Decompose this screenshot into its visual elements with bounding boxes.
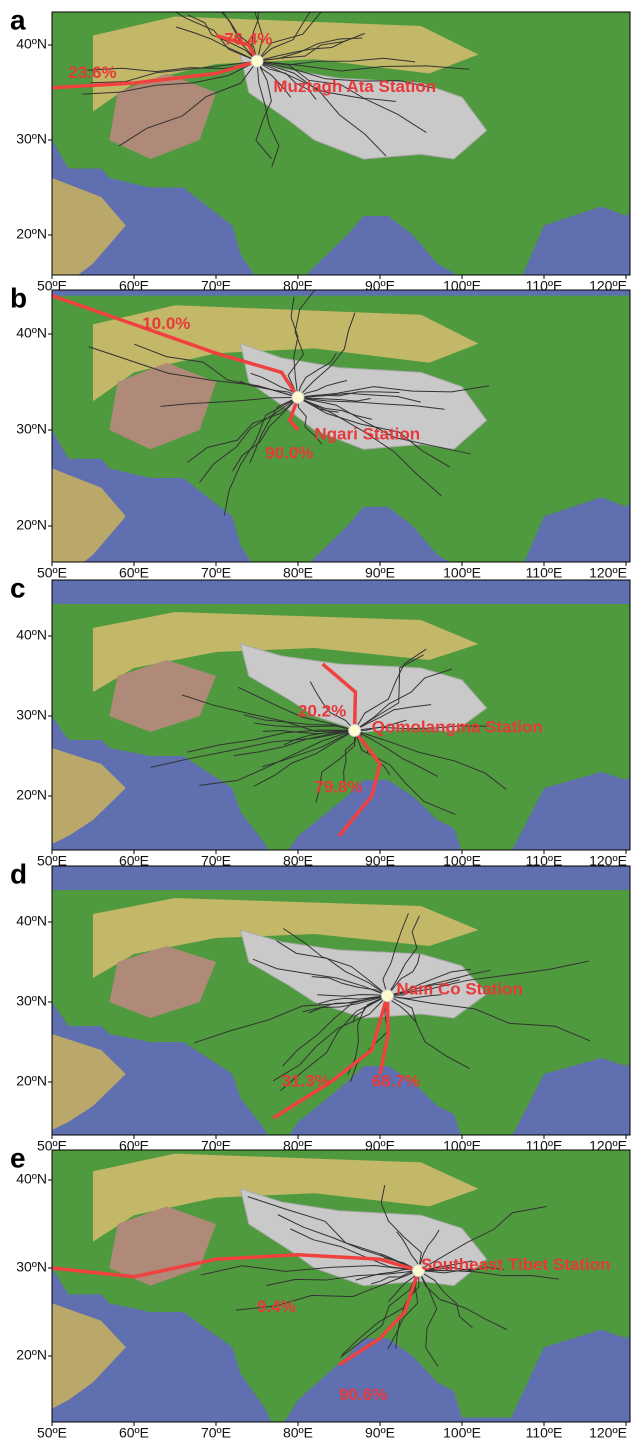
- station-label: Ngari Station: [314, 424, 420, 443]
- percentage: 31.3%: [282, 1071, 330, 1090]
- terrain: [52, 866, 636, 1146]
- y-tick-label: 40ºN: [16, 36, 47, 52]
- map-panel: c Qomolangma Station 20.2% 79.8% 40ºN 30ºN 20º…: [10, 572, 636, 868]
- x-tick-label: 60ºE: [119, 565, 149, 581]
- x-tick-label: 60ºE: [119, 1425, 149, 1441]
- percentage: 90.6%: [339, 1385, 387, 1404]
- x-tick-label: 50ºE: [37, 1425, 67, 1441]
- y-tick-label: 30ºN: [16, 993, 47, 1009]
- station-label: Southeast Tibet Station: [421, 1255, 611, 1274]
- percentage: 20.2%: [298, 701, 346, 720]
- terrain: [52, 289, 636, 603]
- percentage: 79.8%: [314, 777, 362, 796]
- station: [349, 724, 361, 736]
- y-tick-label: 20ºN: [16, 1347, 47, 1363]
- station-label: Qomolangma Station: [372, 717, 543, 736]
- y-tick-label: 40ºN: [16, 325, 47, 341]
- station: [381, 990, 393, 1002]
- panel-letter: a: [10, 4, 26, 35]
- x-tick-label: 80ºE: [283, 1425, 313, 1441]
- y-tick-label: 40ºN: [16, 1171, 47, 1187]
- map-panel: b Ngari Station 10.0% 90.0% 40ºN 30ºN 20ºN 50ºE…: [10, 282, 636, 602]
- y-tick-label: 20ºN: [16, 1073, 47, 1089]
- panel-letter: c: [10, 572, 26, 603]
- percentage: 90.0%: [265, 443, 313, 462]
- y-tick-label: 30ºN: [16, 421, 47, 437]
- station: [251, 55, 263, 67]
- x-tick-label: 70ºE: [201, 565, 231, 581]
- x-tick-label: 50ºE: [37, 565, 67, 581]
- y-tick-label: 20ºN: [16, 226, 47, 242]
- x-tick-label: 90ºE: [365, 565, 395, 581]
- panel-letter: e: [10, 1142, 26, 1173]
- y-tick-label: 40ºN: [16, 913, 47, 929]
- y-tick-label: 30ºN: [16, 131, 47, 147]
- map-panel: e Southeast Tibet Station 9.4% 90.6% 40ºN 30º…: [10, 1142, 636, 1440]
- y-tick-label: 30ºN: [16, 707, 47, 723]
- station-label: Muztagh Ata Station: [273, 77, 436, 96]
- x-tick-label: 100ºE: [443, 565, 481, 581]
- y-tick-label: 30ºN: [16, 1259, 47, 1275]
- x-tick-label: 90ºE: [365, 1425, 395, 1441]
- station-label: Nam Co Station: [396, 979, 523, 998]
- map-panel: a Muztagh Ata Station 76.4% 23.6% 40ºN 30ºN 20…: [10, 0, 636, 311]
- percentage: 9.4%: [257, 1297, 296, 1316]
- panel-letter: b: [10, 282, 27, 313]
- percentage: 76.4%: [224, 30, 272, 49]
- terrain: [52, 0, 636, 311]
- x-tick-label: 120ºE: [589, 565, 627, 581]
- percentage: 68.7%: [372, 1071, 420, 1090]
- y-tick-label: 20ºN: [16, 517, 47, 533]
- station: [292, 391, 304, 403]
- x-tick-label: 80ºE: [283, 565, 313, 581]
- percentage: 23.6%: [68, 63, 116, 82]
- panel-letter: d: [10, 858, 27, 889]
- x-tick-label: 110ºE: [526, 1425, 563, 1441]
- figure: a Muztagh Ata Station 76.4% 23.6% 40ºN 30ºN 20…: [0, 0, 636, 1442]
- y-tick-label: 20ºN: [16, 787, 47, 803]
- x-tick-label: 110ºE: [526, 565, 563, 581]
- y-tick-label: 40ºN: [16, 627, 47, 643]
- x-tick-label: 70ºE: [201, 1425, 231, 1441]
- x-tick-label: 100ºE: [443, 1425, 481, 1441]
- percentage: 10.0%: [142, 314, 190, 333]
- x-tick-label: 120ºE: [589, 1425, 627, 1441]
